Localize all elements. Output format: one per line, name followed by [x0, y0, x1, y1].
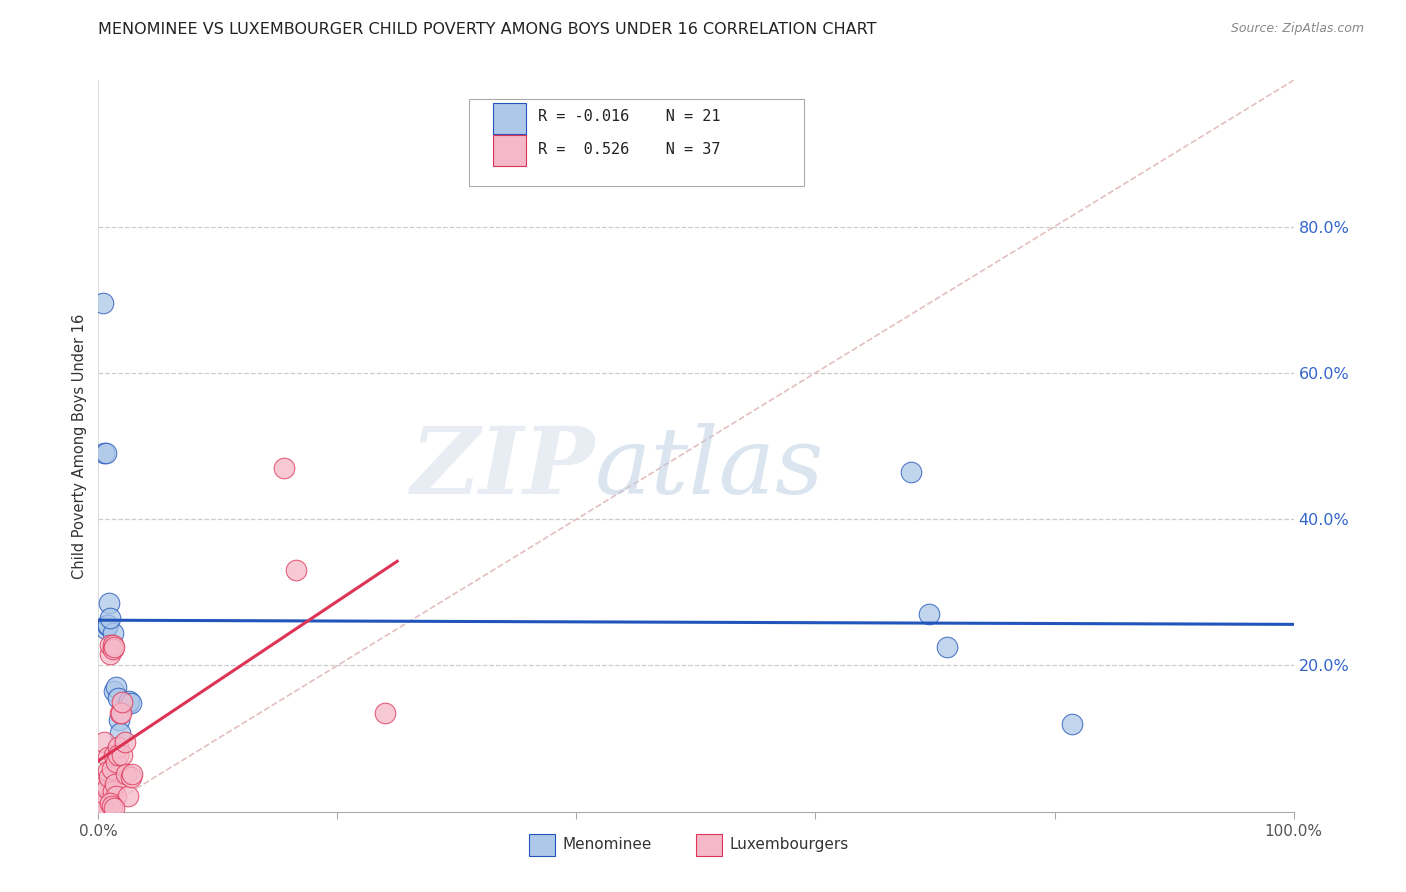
Point — [93, 735, 115, 749]
Point — [121, 766, 143, 780]
Point — [117, 697, 139, 711]
Point — [98, 648, 122, 662]
Point — [374, 706, 396, 720]
Text: Luxembourgers: Luxembourgers — [730, 837, 849, 852]
Point — [98, 611, 122, 625]
Point — [97, 618, 120, 632]
Point — [111, 747, 134, 762]
Text: MENOMINEE VS LUXEMBOURGER CHILD POVERTY AMONG BOYS UNDER 16 CORRELATION CHART: MENOMINEE VS LUXEMBOURGER CHILD POVERTY … — [98, 22, 877, 37]
Point — [100, 798, 122, 813]
Point — [107, 691, 129, 706]
Text: R =  0.526    N = 37: R = 0.526 N = 37 — [538, 142, 721, 156]
Point — [120, 770, 142, 784]
Point — [94, 622, 117, 636]
Point — [107, 714, 129, 728]
Point — [96, 781, 118, 796]
Point — [105, 789, 128, 803]
Point — [900, 465, 922, 479]
Point — [91, 787, 114, 801]
Point — [91, 296, 114, 310]
Point — [918, 607, 941, 622]
Point — [91, 798, 114, 813]
Point — [110, 706, 132, 720]
Point — [936, 640, 959, 655]
Point — [114, 735, 136, 749]
Point — [104, 777, 127, 791]
Text: Menominee: Menominee — [562, 837, 651, 852]
Point — [94, 446, 117, 460]
FancyBboxPatch shape — [470, 99, 804, 186]
Point — [101, 642, 124, 657]
Point — [97, 749, 120, 764]
Y-axis label: Child Poverty Among Boys Under 16: Child Poverty Among Boys Under 16 — [72, 313, 87, 579]
Point — [117, 789, 139, 803]
Bar — [529, 834, 555, 855]
Bar — [494, 103, 526, 134]
Point — [97, 764, 120, 779]
Text: ZIP: ZIP — [411, 423, 595, 513]
Point — [103, 801, 125, 815]
Point — [98, 638, 122, 652]
Point — [90, 797, 112, 812]
Point — [108, 706, 131, 720]
Point — [105, 755, 128, 769]
Point — [100, 762, 122, 776]
Bar — [696, 834, 723, 855]
Point — [101, 784, 124, 798]
Text: R = -0.016    N = 21: R = -0.016 N = 21 — [538, 110, 721, 124]
Point — [284, 563, 307, 577]
Point — [101, 638, 124, 652]
Text: Source: ZipAtlas.com: Source: ZipAtlas.com — [1230, 22, 1364, 36]
Point — [118, 693, 141, 707]
Point — [107, 740, 129, 755]
Text: atlas: atlas — [595, 423, 824, 513]
Point — [101, 625, 124, 640]
Point — [1062, 717, 1084, 731]
Point — [96, 618, 118, 632]
Point — [98, 796, 122, 810]
Bar — [494, 136, 526, 166]
Point — [103, 747, 125, 762]
Point — [111, 695, 134, 709]
Point — [115, 766, 138, 780]
Point — [103, 684, 125, 698]
Point — [105, 681, 128, 695]
Point — [94, 777, 117, 791]
Point — [98, 770, 121, 784]
Point — [107, 747, 129, 762]
Point — [98, 596, 121, 610]
Point — [93, 446, 115, 460]
Point — [108, 725, 131, 739]
Point — [103, 640, 125, 655]
Point — [273, 461, 295, 475]
Point — [120, 697, 142, 711]
